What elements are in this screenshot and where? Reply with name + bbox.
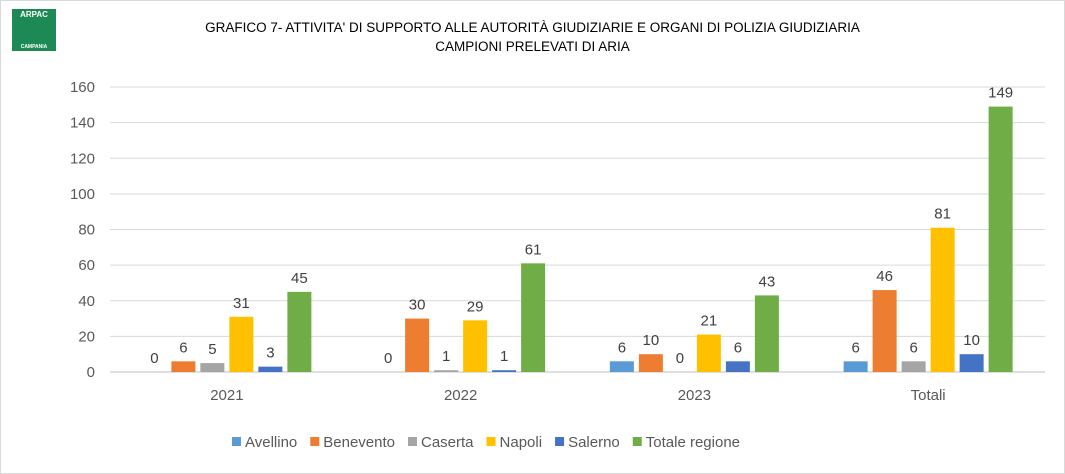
data-label: 29 <box>467 298 484 315</box>
bar-benevento <box>405 318 430 372</box>
legend-swatch <box>555 437 565 446</box>
bar-salerno <box>492 370 517 372</box>
legend-swatch <box>232 437 241 446</box>
legend-swatch <box>408 437 417 446</box>
y-tick-label: 80 <box>78 222 95 239</box>
bar-salerno <box>725 361 750 372</box>
y-tick-label: 40 <box>78 293 95 310</box>
arpac-logo: ARPAC CAMPANIA <box>12 9 56 51</box>
bar-caserta <box>901 361 926 372</box>
data-label: 3 <box>266 345 274 362</box>
y-tick-label: 160 <box>70 79 95 96</box>
data-label: 5 <box>208 341 216 358</box>
data-label: 31 <box>233 295 250 312</box>
data-label: 6 <box>734 339 742 356</box>
data-label: 0 <box>676 350 684 367</box>
legend-label: Avellino <box>245 434 297 451</box>
data-label: 10 <box>643 332 660 349</box>
legend-label: Totale regione <box>646 434 740 451</box>
legend-label: Salerno <box>568 434 620 451</box>
x-tick-label: 2022 <box>444 387 477 404</box>
bar-totale-regione <box>988 106 1013 372</box>
y-tick-label: 120 <box>70 150 95 167</box>
bar-caserta <box>434 370 459 372</box>
logo-top-text: ARPAC <box>20 10 48 19</box>
bar-salerno <box>959 354 984 372</box>
bar-totale-regione <box>521 263 546 372</box>
bar-avellino <box>609 361 634 372</box>
legend-swatch <box>486 437 496 446</box>
data-label: 1 <box>442 348 450 365</box>
data-label: 6 <box>851 339 859 356</box>
bar-benevento <box>872 290 897 372</box>
data-label: 6 <box>909 339 917 356</box>
bar-avellino <box>843 361 868 372</box>
y-tick-label: 140 <box>70 115 95 132</box>
legend-label: Caserta <box>421 434 474 451</box>
data-label: 1 <box>500 348 508 365</box>
data-label: 6 <box>179 339 187 356</box>
data-label: 149 <box>988 85 1013 102</box>
legend-swatch <box>310 437 320 446</box>
data-label: 6 <box>618 339 626 356</box>
bar-napoli <box>930 227 955 372</box>
data-label: 0 <box>384 350 392 367</box>
bar-napoli <box>696 334 721 372</box>
bar-salerno <box>258 366 283 372</box>
data-label: 81 <box>934 206 951 223</box>
data-label: 10 <box>963 332 980 349</box>
bar-napoli <box>229 316 254 372</box>
data-label: 30 <box>409 297 426 314</box>
bar-benevento <box>171 361 196 372</box>
x-tick-label: 2021 <box>210 387 243 404</box>
bar-benevento <box>638 354 663 372</box>
data-label: 43 <box>759 273 776 290</box>
bar-totale-regione <box>287 291 312 372</box>
y-tick-label: 100 <box>70 186 95 203</box>
data-label: 46 <box>876 268 893 285</box>
bar-napoli <box>463 320 488 372</box>
data-label: 21 <box>701 313 718 330</box>
legend-swatch <box>632 437 642 446</box>
data-label: 0 <box>150 350 158 367</box>
legend-label: Napoli <box>500 434 543 451</box>
legend-label: Benevento <box>323 434 395 451</box>
chart-title: GRAFICO 7- ATTIVITA' DI SUPPORTO ALLE AU… <box>205 20 860 35</box>
logo-bottom-text: CAMPANIA <box>20 44 48 50</box>
bar-caserta <box>200 363 225 372</box>
x-tick-label: Totali <box>911 387 946 404</box>
y-tick-label: 0 <box>87 364 95 381</box>
bar-totale-regione <box>754 295 779 372</box>
x-tick-label: 2023 <box>678 387 711 404</box>
chart-subtitle: CAMPIONI PRELEVATI DI ARIA <box>435 39 630 54</box>
y-tick-label: 60 <box>78 257 95 274</box>
data-label: 45 <box>291 270 308 287</box>
data-label: 61 <box>525 241 542 258</box>
y-tick-label: 20 <box>78 328 95 345</box>
